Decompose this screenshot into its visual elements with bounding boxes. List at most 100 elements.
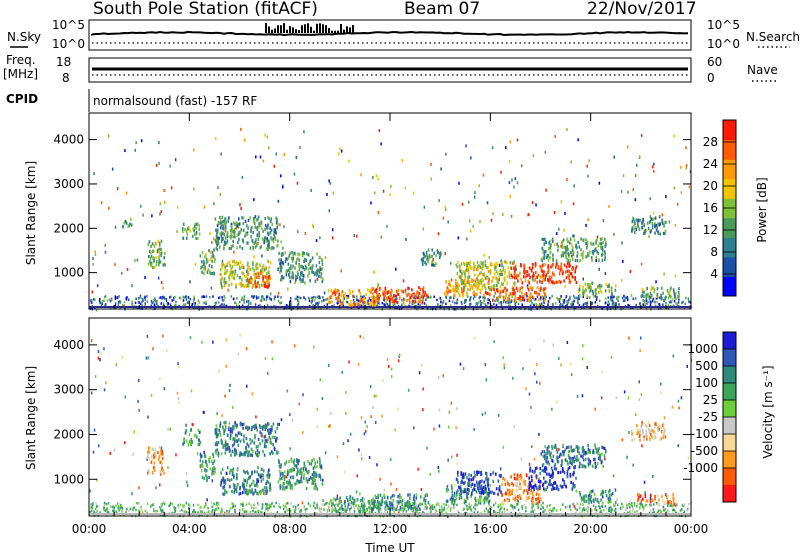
scatter-cell <box>502 212 504 216</box>
range-cell <box>536 275 539 279</box>
range-cell <box>656 287 659 291</box>
range-cell <box>457 291 460 295</box>
range-cell <box>467 287 469 291</box>
range-cell <box>547 258 550 262</box>
ground-cell <box>566 301 569 304</box>
range-cell <box>459 275 461 279</box>
range-cell <box>257 218 259 222</box>
range-cell <box>249 437 251 442</box>
ground-cell <box>450 514 453 517</box>
ground-cell <box>396 297 398 301</box>
range-cell <box>461 289 463 293</box>
range-cell <box>484 287 487 291</box>
range-cell <box>424 260 426 265</box>
ground-cell <box>311 300 313 303</box>
scatter-cell <box>645 229 648 233</box>
range-cell <box>493 263 495 267</box>
range-cell <box>217 240 219 244</box>
range-cell <box>267 285 269 289</box>
range-cell <box>418 291 421 295</box>
ground-cell <box>611 302 614 306</box>
scatter-cell <box>500 467 502 471</box>
scatter-cell <box>279 223 281 227</box>
scatter-cell <box>229 383 231 387</box>
range-cell <box>193 228 195 232</box>
ground-cell <box>667 504 669 507</box>
colorbar-swatch <box>723 256 736 277</box>
range-cell <box>159 454 162 458</box>
range-cell <box>269 431 271 435</box>
scatter-cell <box>528 462 531 466</box>
ground-cell <box>658 302 660 306</box>
ground-cell <box>402 509 405 513</box>
range-cell <box>256 481 258 485</box>
ground-cell <box>346 301 349 304</box>
range-cell <box>515 276 518 280</box>
ground-cell <box>219 304 221 307</box>
velocity-data-layer <box>89 333 693 519</box>
ground-cell <box>457 509 459 513</box>
ground-cell <box>440 508 443 511</box>
range-cell <box>496 296 498 300</box>
range-cell <box>467 266 470 270</box>
ground-cell <box>602 501 604 505</box>
range-cell <box>262 283 265 287</box>
ground-cell <box>377 301 379 305</box>
scatter-cell <box>160 446 163 450</box>
range-cell <box>241 423 244 427</box>
scatter-cell <box>417 467 419 471</box>
scatter-cell <box>103 347 105 351</box>
ground-cell <box>587 507 589 510</box>
range-cell <box>205 474 207 478</box>
range-cell <box>605 282 608 287</box>
range-cell <box>229 269 232 273</box>
range-cell <box>225 281 227 285</box>
scatter-cell <box>537 304 540 308</box>
scatter-cell <box>124 441 126 445</box>
range-cell <box>256 227 258 232</box>
ground-cell <box>242 508 244 511</box>
range-cell <box>525 292 528 296</box>
scatter-cell <box>539 381 541 385</box>
ground-cell <box>532 509 534 513</box>
ground-cell <box>507 301 509 304</box>
colorbar-tick-label: 8 <box>710 245 718 259</box>
range-cell <box>268 245 270 249</box>
ground-cell <box>570 508 572 512</box>
range-cell <box>488 286 490 290</box>
range-cell <box>503 286 506 290</box>
ground-cell <box>436 502 438 505</box>
ground-cell <box>326 509 328 512</box>
range-cell <box>220 223 223 227</box>
range-cell <box>490 285 492 289</box>
scatter-cell <box>142 213 144 217</box>
scatter-cell <box>257 242 259 245</box>
range-cell <box>283 477 286 481</box>
scatter-cell <box>437 465 439 469</box>
ground-cell <box>173 506 175 509</box>
ground-cell <box>427 295 429 298</box>
range-cell <box>496 283 498 287</box>
range-cell <box>265 247 268 251</box>
range-cell <box>673 292 676 296</box>
scatter-cell <box>246 384 248 388</box>
range-cell <box>181 227 184 231</box>
range-cell <box>637 224 640 229</box>
range-cell <box>211 265 213 269</box>
scatter-cell <box>481 413 484 417</box>
range-cell <box>152 265 154 269</box>
ground-cell <box>106 507 108 510</box>
ground-cell <box>201 510 203 513</box>
range-cell <box>241 216 243 220</box>
range-cell <box>162 263 164 267</box>
range-cell <box>197 222 199 226</box>
range-cell <box>199 254 202 258</box>
range-cell <box>547 266 549 270</box>
range-cell <box>296 478 299 483</box>
ground-cell <box>187 511 190 515</box>
ground-cell <box>300 508 302 512</box>
ground-cell <box>266 295 268 299</box>
scatter-cell <box>262 492 265 496</box>
range-cell <box>199 464 202 468</box>
range-cell <box>488 277 490 281</box>
